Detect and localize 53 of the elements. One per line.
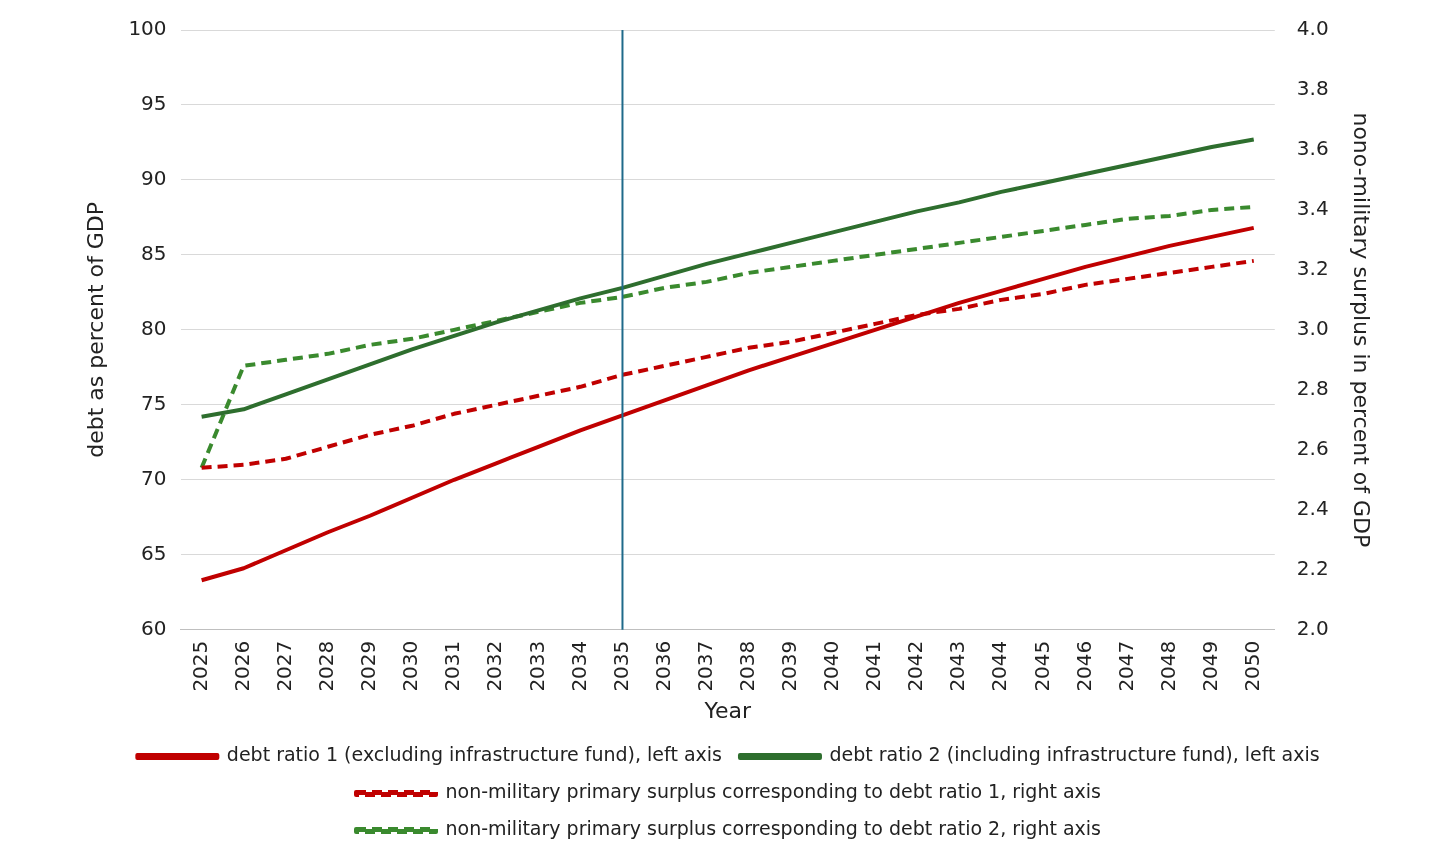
x-tick-label: 2030 xyxy=(398,640,423,692)
x-tick-label: 2033 xyxy=(524,640,549,692)
x-tick-label: 2035 xyxy=(608,640,633,692)
y-axis-title: debt as percent of GDP xyxy=(82,201,108,458)
x-tick-label: 2026 xyxy=(229,640,254,692)
x-tick-label: 2027 xyxy=(271,640,296,692)
x-tick-label: 2032 xyxy=(482,640,507,692)
x-tick-label: 2049 xyxy=(1197,640,1222,692)
y-tick-label: 65 xyxy=(141,540,167,565)
x-tick-label: 2036 xyxy=(650,640,675,692)
x-axis-title: Year xyxy=(703,697,752,723)
x-tick-label: 2034 xyxy=(566,640,591,692)
y2-tick-label: 3.0 xyxy=(1296,316,1329,341)
legend-label: non-military primary surplus corresponding to debt ratio 2, right axis xyxy=(445,817,1101,840)
y2-tick-label: 3.2 xyxy=(1296,256,1329,281)
x-tick-label: 2042 xyxy=(903,640,928,692)
x-tick-label: 2047 xyxy=(1113,640,1138,692)
x-tick-label: 2025 xyxy=(187,640,212,692)
y2-tick-label: 2.0 xyxy=(1296,615,1329,640)
x-tick-label: 2029 xyxy=(356,640,381,692)
y-tick-label: 70 xyxy=(141,465,167,490)
y-tick-label: 90 xyxy=(141,166,167,191)
y2-tick-label: 2.8 xyxy=(1296,376,1329,401)
x-tick-label: 2050 xyxy=(1239,640,1264,692)
y2-tick-label: 2.4 xyxy=(1296,495,1329,520)
y-tick-label: 80 xyxy=(141,316,167,341)
x-tick-label: 2038 xyxy=(734,640,759,692)
y-tick-label: 100 xyxy=(128,16,167,41)
legend-label: non-military primary surplus corresponding to debt ratio 1, right axis xyxy=(445,780,1101,803)
x-tick-label: 2045 xyxy=(1029,640,1054,692)
x-tick-label: 2040 xyxy=(819,640,844,692)
y2-tick-label: 4.0 xyxy=(1296,16,1329,41)
y2-tick-label: 3.6 xyxy=(1296,136,1329,161)
y-tick-label: 75 xyxy=(141,391,167,416)
x-tick-label: 2044 xyxy=(987,640,1012,692)
y-tick-label: 60 xyxy=(141,615,167,640)
legend-label: debt ratio 1 (excluding infrastructure fund), left axis xyxy=(226,743,722,766)
legend-label: debt ratio 2 (including infrastructure fund), left axis xyxy=(829,743,1320,766)
y2-axis-title: nono-military surplus in percent of GDP xyxy=(1349,112,1375,548)
x-tick-label: 2041 xyxy=(861,640,886,692)
y2-tick-label: 3.8 xyxy=(1296,76,1329,101)
x-tick-label: 2031 xyxy=(440,640,465,692)
x-tick-label: 2037 xyxy=(692,640,717,692)
x-tick-label: 2048 xyxy=(1155,640,1180,692)
y-tick-label: 95 xyxy=(141,91,167,116)
x-tick-label: 2043 xyxy=(945,640,970,692)
y2-tick-label: 3.4 xyxy=(1296,196,1329,221)
y2-tick-label: 2.6 xyxy=(1296,435,1329,460)
x-tick-label: 2039 xyxy=(777,640,802,692)
x-tick-label: 2028 xyxy=(314,640,339,692)
y-tick-label: 85 xyxy=(141,241,167,266)
y2-tick-label: 2.2 xyxy=(1296,555,1329,580)
x-tick-label: 2046 xyxy=(1071,640,1096,692)
